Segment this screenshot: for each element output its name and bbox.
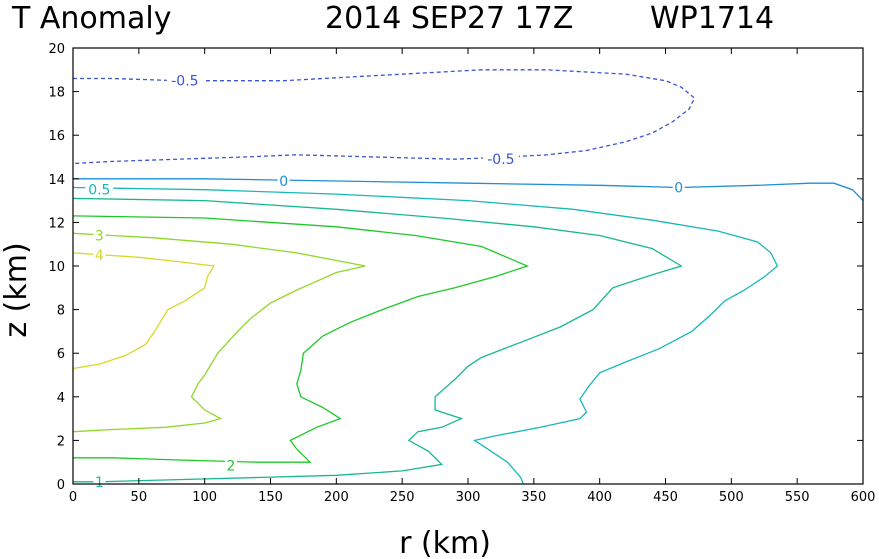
plot-frame [72,47,864,485]
x-tick-label: 50 [131,490,148,505]
y-tick-label: 10 [48,260,65,275]
contour-label: 0 [674,181,683,197]
x-tick-label: 600 [851,490,876,505]
x-tick-label: 350 [521,490,546,505]
x-tick-label: 200 [324,490,349,505]
title-storm: WP1714 [650,1,774,36]
contour-label-bg [93,227,106,243]
x-tick-label: 500 [719,490,744,505]
x-tick-label: 100 [192,490,217,505]
contour-label-bg [672,179,685,195]
y-tick-label: 6 [57,347,65,362]
contour-labels: -0.5 -0.5 0 0 0.5 1 2 3 4 [85,72,685,491]
contour-line-4 [72,252,215,370]
x-tick-label: 0 [69,490,77,505]
contour-label-bg [166,72,203,88]
contour-label-bg [482,151,519,167]
y-axis-label: z (km) [0,242,34,337]
contour-label: -0.5 [171,74,198,90]
contour-label: 2 [227,458,236,474]
x-tick-label: 150 [258,490,283,505]
x-tick-label: 550 [785,490,810,505]
title-date: 2014 SEP27 17Z [325,1,573,36]
contour-label: 1 [95,475,104,491]
contour-label-bg [85,181,114,197]
y-tick-label: 0 [57,478,65,493]
y-tick-label: 4 [57,391,65,406]
x-tick-label: 450 [653,490,678,505]
contour-label-bg [93,473,106,489]
contour-line-0_5 [72,186,779,485]
y-tick-label: 14 [48,173,65,188]
contour-line-3 [72,232,366,433]
x-tick-label: 300 [456,490,481,505]
contour-label: -0.5 [487,152,514,168]
contour-lines [72,69,864,485]
contour-label-bg [93,247,106,263]
y-tick-label: 8 [57,304,65,319]
x-axis: 0 50 100 150 200 250 300 350 400 450 500 550 600 [69,48,876,505]
contour-label-bg [277,172,290,188]
y-tick-label: 16 [48,129,65,144]
y-tick-label: 2 [57,434,65,449]
contour-label: 4 [95,248,104,264]
x-axis-label: r (km) [399,526,491,559]
title-variable: T Anomaly [11,1,171,36]
y-tick-label: 18 [48,86,65,101]
contour-label: 0 [279,174,288,190]
contour-label-bg [225,457,237,473]
contour-label: 3 [95,228,104,244]
contour-label: 0.5 [88,183,110,199]
contour-line-1 [72,197,683,483]
contour-line-minus0_5 [72,69,696,165]
x-tick-label: 250 [390,490,415,505]
y-tick-label: 12 [48,216,65,231]
y-tick-label: 20 [48,42,65,57]
x-tick-label: 400 [587,490,612,505]
contour-line-2 [72,215,530,463]
